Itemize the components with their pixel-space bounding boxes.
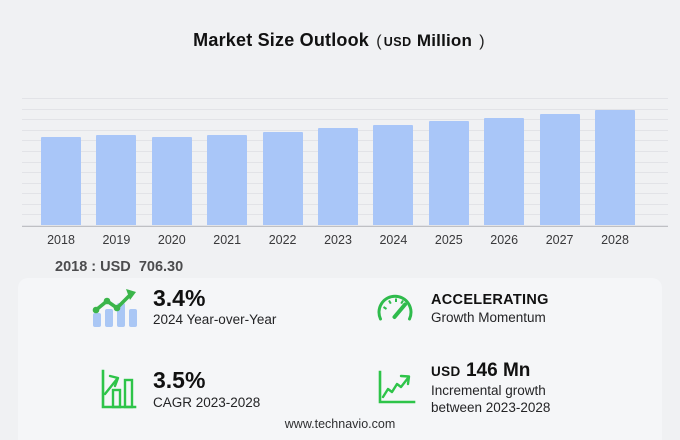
bar-2026: [484, 117, 525, 225]
stat-label-line1: Incremental growth: [431, 382, 546, 398]
x-tick-2027: 2027: [545, 233, 574, 247]
line-chart-increase-icon: [374, 369, 416, 407]
title-unit-currency: USD: [383, 35, 412, 49]
title-unit: Million: [416, 31, 473, 50]
stat-value-currency: USD: [431, 364, 461, 379]
bar-2021: [207, 134, 248, 225]
stat-label: 2024 Year-over-Year: [153, 312, 277, 328]
bar-2027: [539, 114, 580, 225]
bar-2020: [151, 137, 192, 225]
stat-year-over-year: 3.4% 2024 Year-over-Year: [90, 285, 277, 329]
x-tick-2028: 2028: [601, 233, 629, 247]
title-paren-open: (: [376, 33, 382, 50]
x-tick-2022: 2022: [268, 233, 297, 247]
x-tick-2018: 2018: [47, 233, 75, 247]
bar-2028: [595, 110, 635, 225]
stat-label: Growth Momentum: [431, 310, 546, 326]
gridline: [22, 119, 668, 121]
x-tick-2024: 2024: [379, 233, 408, 247]
stat-incremental-growth: USD 146 Mn Incremental growth between 20…: [374, 360, 550, 417]
stat-value: 3.4%: [153, 285, 206, 311]
x-tick-2025: 2025: [434, 233, 463, 247]
chart-plot: [22, 98, 668, 227]
x-tick-2020: 2020: [157, 233, 186, 247]
bar-2022: [262, 131, 303, 225]
bar-2018: [41, 137, 81, 225]
x-tick-2023: 2023: [324, 233, 352, 247]
stats-panel: 3.4% 2024 Year-over-Year ACCELERATING Gr…: [18, 278, 662, 440]
bar-2019: [96, 134, 137, 225]
bar-2024: [373, 124, 414, 225]
bar-2025: [428, 121, 469, 225]
x-tick-2026: 2026: [490, 233, 519, 247]
stat-growth-momentum: ACCELERATING Growth Momentum: [374, 290, 549, 328]
stat-value-amount: 146 Mn: [465, 360, 531, 381]
gridline: [22, 98, 668, 99]
stat-value: 3.5%: [153, 367, 206, 394]
x-tick-2021: 2021: [213, 233, 242, 247]
page-title: Market Size Outlook (USD Million ): [0, 30, 680, 51]
bars-trend-up-icon: [90, 287, 138, 329]
gridline: [22, 225, 668, 226]
chart-x-labels: 2018 2019 2020 2021 2022 2023 2024 2025 2026 2027…: [22, 233, 668, 249]
x-tick-2019: 2019: [102, 233, 131, 247]
footer-url: www.technavio.com: [284, 417, 396, 431]
title-main: Market Size Outlook: [193, 30, 370, 50]
stat-value: ACCELERATING: [431, 292, 549, 308]
stat-value: USD 146 Mn: [431, 360, 550, 382]
base-year-note: 2018 : USD 706.30: [55, 259, 184, 275]
title-paren-close: ): [479, 33, 485, 50]
gridline: [22, 108, 668, 110]
gauge-icon: [374, 290, 416, 328]
bar-2023: [318, 128, 358, 225]
stat-cagr: 3.5% CAGR 2023-2028: [96, 368, 260, 412]
bar-chart-growth-icon: [96, 368, 138, 412]
stat-label-line2: between 2023-2028: [431, 399, 551, 415]
stat-label: CAGR 2023-2028: [153, 394, 261, 410]
